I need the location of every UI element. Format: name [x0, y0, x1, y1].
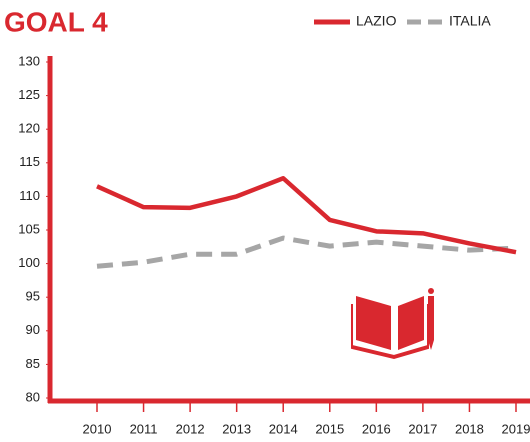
- y-tick-label: 105: [18, 221, 40, 236]
- y-tick-label: 90: [26, 322, 40, 337]
- x-tick-label: 2014: [269, 421, 298, 436]
- series-line: [96, 235, 517, 269]
- legend-label: LAZIO: [356, 13, 397, 29]
- x-tick-label: 2011: [130, 421, 158, 436]
- y-tick-label: 115: [19, 154, 40, 169]
- y-tick-label: 130: [18, 53, 40, 68]
- x-tick-label: 2017: [408, 421, 437, 436]
- x-tick-label: 2019: [502, 421, 530, 436]
- y-tick-label: 95: [26, 289, 40, 304]
- x-tick-label: 2018: [455, 421, 484, 436]
- chart-title: GOAL 4: [4, 6, 108, 37]
- x-tick-label: 2016: [362, 421, 391, 436]
- legend-label: ITALIA: [449, 13, 491, 29]
- y-tick-label: 120: [18, 121, 40, 136]
- y-tick-label: 85: [26, 356, 40, 371]
- y-tick-label: 125: [18, 87, 40, 102]
- x-tick-label: 2015: [315, 421, 344, 436]
- x-tick-label: 2012: [176, 421, 205, 436]
- y-tick-label: 100: [18, 255, 40, 270]
- x-tick-label: 2010: [83, 421, 112, 436]
- y-tick-label: 110: [19, 188, 40, 203]
- book-icon: [351, 288, 434, 360]
- series-line: [96, 176, 517, 255]
- x-tick-label: 2013: [222, 421, 251, 436]
- y-tick-label: 80: [26, 389, 40, 404]
